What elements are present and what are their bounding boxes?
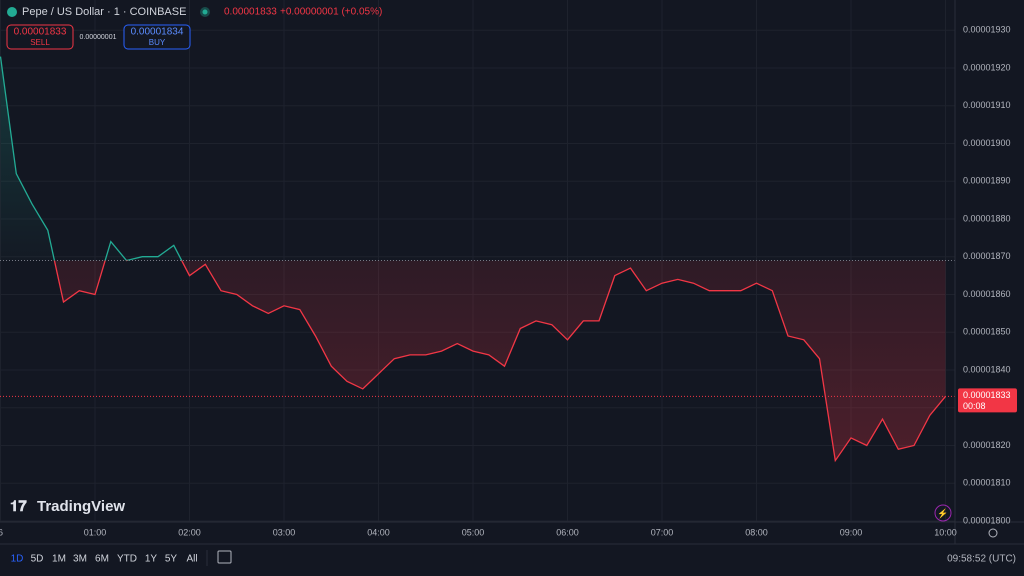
- sell-button[interactable]: [6, 24, 74, 50]
- x-tick-label: 04:00: [367, 527, 390, 537]
- y-tick-label: 0.00001920: [963, 62, 1011, 72]
- baseline-area: [0, 56, 946, 461]
- buy-button[interactable]: [123, 24, 191, 50]
- range-button[interactable]: 6M: [95, 554, 109, 565]
- range-button[interactable]: 5Y: [165, 554, 178, 565]
- range-button[interactable]: 1Y: [145, 554, 158, 565]
- x-tick-label: 05:00: [462, 527, 485, 537]
- buy-price: 0.00001834: [131, 27, 184, 38]
- x-tick-label: 06:00: [556, 527, 579, 537]
- settings-icon[interactable]: [988, 528, 998, 538]
- watermark: TradingView: [37, 498, 125, 515]
- y-tick-label: 0.00001860: [963, 289, 1011, 299]
- x-tick-label: 02:00: [178, 527, 201, 537]
- alert-icon[interactable]: [934, 504, 952, 522]
- y-tick-label: 0.00001930: [963, 25, 1011, 35]
- range-button[interactable]: YTD: [117, 554, 137, 565]
- x-tick-label: 03:00: [273, 527, 296, 537]
- x-tick-label: 09:00: [840, 527, 863, 537]
- range-button[interactable]: 3M: [73, 554, 87, 565]
- range-button[interactable]: 1D: [11, 554, 24, 565]
- y-tick-label: 0.00001890: [963, 176, 1011, 186]
- range-button[interactable]: 5D: [31, 554, 44, 565]
- date-range-icon[interactable]: [217, 550, 232, 564]
- sell-price: 0.00001833: [14, 27, 67, 38]
- y-tick-label: 0.00001810: [963, 478, 1011, 488]
- range-button[interactable]: 1M: [52, 554, 66, 565]
- countdown: 00:08: [963, 401, 986, 411]
- header-change: +0.00000001 (+0.05%): [280, 7, 382, 18]
- x-tick-label: 6: [0, 527, 3, 537]
- y-tick-label: 0.00001910: [963, 100, 1011, 110]
- range-button[interactable]: All: [186, 554, 197, 565]
- clock: 09:58:52 (UTC): [947, 554, 1016, 565]
- y-tick-label: 0.00001800: [963, 515, 1011, 525]
- y-tick-label: 0.00001840: [963, 364, 1011, 374]
- sell-label: SELL: [30, 38, 50, 47]
- logo-mark: 𝟏𝟕: [10, 498, 27, 515]
- y-tick-label: 0.00001870: [963, 251, 1011, 261]
- spread: 0.00000001: [80, 34, 117, 41]
- last-price-badge: [958, 388, 1017, 413]
- header-price: 0.00001833: [224, 7, 277, 18]
- x-tick-label: 08:00: [745, 527, 768, 537]
- x-tick-label: 07:00: [651, 527, 674, 537]
- y-tick-label: 0.00001820: [963, 440, 1011, 450]
- y-tick-label: 0.00001900: [963, 138, 1011, 148]
- symbol-title: Pepe / US Dollar · 1 · COINBASE: [22, 6, 186, 18]
- buy-label: BUY: [149, 38, 166, 47]
- price-line: [0, 56, 946, 463]
- x-tick-label: 01:00: [84, 527, 107, 537]
- x-tick-label: 10:00: [934, 527, 957, 537]
- status-dot: [202, 9, 208, 15]
- symbol-icon: [7, 7, 17, 17]
- y-tick-label: 0.00001880: [963, 213, 1011, 223]
- alert-icon: ⚡: [937, 507, 948, 519]
- y-tick-label: 0.00001850: [963, 327, 1011, 337]
- last-price-label: 0.00001833: [963, 390, 1011, 400]
